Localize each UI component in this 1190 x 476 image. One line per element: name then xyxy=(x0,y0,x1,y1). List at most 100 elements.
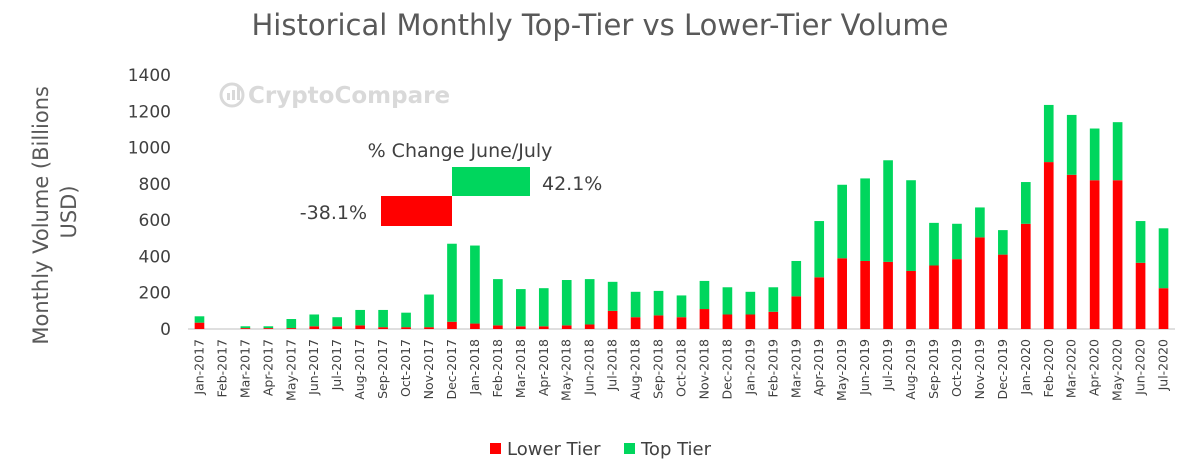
bar-lower-tier xyxy=(1135,262,1146,329)
x-axis-ticks: Jan-2017 Feb-2017 Mar-2017 Apr-2017 May-2017… xyxy=(191,339,1170,401)
bar-lower-tier xyxy=(1043,162,1054,329)
bar-lower-tier xyxy=(584,324,595,329)
y-tick-label: 200 xyxy=(139,284,171,304)
x-tick-label: Mar-2018 xyxy=(513,339,528,398)
annotation-label-positive: 42.1% xyxy=(542,173,602,195)
bar-lower-tier xyxy=(538,326,549,329)
y-axis-label-line2: USD) xyxy=(57,185,81,238)
y-tick-label: 0 xyxy=(160,320,171,340)
x-tick-label: Apr-2018 xyxy=(536,339,551,396)
bar-top-tier xyxy=(286,319,297,329)
bar-top-tier xyxy=(791,260,802,297)
bar-lower-tier xyxy=(286,328,297,329)
bar-top-tier xyxy=(538,288,549,327)
bar-top-tier xyxy=(722,287,733,315)
annotation-bar-positive xyxy=(452,167,530,196)
bar-top-tier xyxy=(584,279,595,325)
bar-top-tier xyxy=(1066,114,1077,175)
x-tick-label: Mar-2020 xyxy=(1064,339,1079,398)
y-tick-label: 400 xyxy=(139,247,171,267)
bar-top-tier xyxy=(607,281,618,311)
bar-top-tier xyxy=(630,291,641,318)
x-tick-label: Oct-2018 xyxy=(674,339,689,397)
y-tick-label: 800 xyxy=(139,175,171,195)
bar-top-tier xyxy=(952,223,962,260)
bar-lower-tier xyxy=(814,277,825,329)
bar-lower-tier xyxy=(1158,288,1169,329)
bar-lower-tier xyxy=(929,265,939,329)
y-tick-label: 1000 xyxy=(128,139,171,159)
bar-top-tier xyxy=(240,326,251,329)
y-axis-ticks: 0 200 400 600 800 1000 1200 1400 xyxy=(128,66,171,340)
bar-lower-tier xyxy=(240,328,251,329)
bar-lower-tier xyxy=(1066,174,1077,329)
bar-lower-tier xyxy=(493,325,503,329)
bar-lower-tier xyxy=(378,327,388,329)
annotation-title: % Change June/July xyxy=(368,140,553,162)
bar-top-tier xyxy=(653,290,664,316)
x-tick-label: Jun-2019 xyxy=(857,339,872,396)
y-tick-label: 1400 xyxy=(128,66,171,86)
bar-lower-tier xyxy=(263,328,274,329)
bar-lower-tier xyxy=(355,325,365,329)
x-tick-label: Sep-2019 xyxy=(926,339,941,399)
x-tick-label: Feb-2020 xyxy=(1041,339,1056,398)
y-tick-label: 1200 xyxy=(128,102,171,122)
x-tick-label: Dec-2017 xyxy=(444,339,459,400)
x-tick-label: Jun-2020 xyxy=(1133,339,1148,396)
bar-lower-tier xyxy=(906,270,916,329)
bar-top-tier xyxy=(745,291,756,315)
bar-top-tier xyxy=(378,309,388,328)
cryptocompare-logo-icon xyxy=(219,82,245,108)
bar-top-tier xyxy=(516,289,526,327)
x-tick-label: Apr-2020 xyxy=(1087,339,1102,396)
bar-lower-tier xyxy=(194,322,205,329)
bar-top-tier xyxy=(561,280,572,326)
x-tick-label: Feb-2019 xyxy=(765,339,780,398)
x-tick-label: Sep-2017 xyxy=(375,339,390,399)
bar-top-tier xyxy=(699,280,710,310)
x-tick-label: Mar-2019 xyxy=(788,339,803,398)
legend-swatch-lower-tier xyxy=(490,443,501,454)
bar-lower-tier xyxy=(837,258,847,329)
bar-lower-tier xyxy=(653,315,664,329)
bar-lower-tier xyxy=(1020,223,1031,329)
x-tick-label: May-2018 xyxy=(559,339,574,401)
x-tick-label: Dec-2018 xyxy=(719,339,734,400)
legend-label-lower-tier: Lower Tier xyxy=(507,439,601,460)
x-tick-label: Jul-2018 xyxy=(605,339,620,391)
bar-lower-tier xyxy=(768,311,779,329)
x-tick-label: May-2020 xyxy=(1110,339,1125,401)
bar-top-tier xyxy=(263,326,274,329)
bar-lower-tier xyxy=(883,261,893,329)
x-tick-label: Sep-2018 xyxy=(651,339,666,399)
y-axis-label: Monthly Volume (Billions USD) xyxy=(29,79,81,344)
bar-lower-tier xyxy=(860,260,870,329)
bar-lower-tier xyxy=(722,314,733,329)
bar-top-tier xyxy=(906,180,916,271)
bars xyxy=(194,104,1169,329)
x-tick-label: Aug-2019 xyxy=(903,339,918,400)
x-tick-label: Jan-2017 xyxy=(191,339,206,396)
x-tick-label: Jan-2020 xyxy=(1018,339,1033,396)
chart-title: Historical Monthly Top-Tier vs Lower-Tie… xyxy=(251,8,948,42)
bar-top-tier xyxy=(1089,128,1100,181)
bar-lower-tier xyxy=(791,296,802,329)
watermark-text: CryptoCompare xyxy=(248,83,450,109)
watermark: CryptoCompare xyxy=(219,82,450,109)
bar-lower-tier xyxy=(447,321,457,329)
bar-top-tier xyxy=(194,316,205,323)
legend: Lower Tier Top Tier xyxy=(490,439,712,460)
y-axis-label-line1: Monthly Volume (Billions xyxy=(29,86,53,345)
bar-lower-tier xyxy=(309,326,320,329)
bar-lower-tier xyxy=(676,317,687,329)
bar-lower-tier xyxy=(745,314,756,329)
bar-top-tier xyxy=(1043,104,1054,163)
x-tick-label: Apr-2017 xyxy=(260,339,275,396)
bar-top-tier xyxy=(447,243,457,322)
x-tick-label: Oct-2019 xyxy=(949,339,964,397)
x-tick-label: May-2019 xyxy=(834,339,849,401)
bar-lower-tier xyxy=(952,259,962,329)
bar-top-tier xyxy=(1112,122,1123,181)
